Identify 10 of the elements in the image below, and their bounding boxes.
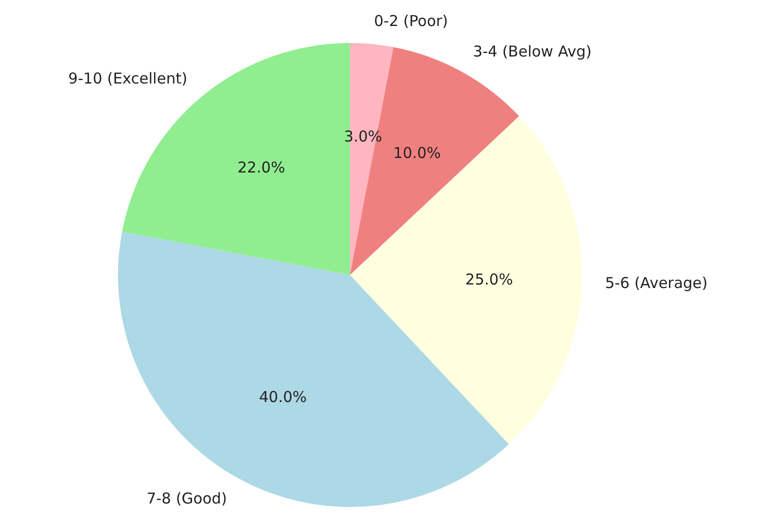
slice-label: 3-4 (Below Avg) [472,42,592,60]
data-label: 40.0% [259,388,307,406]
slice-label: 5-6 (Average) [605,274,708,292]
slice-label: 9-10 (Excellent) [68,69,188,88]
slice-label: 7-8 (Good) [146,490,228,508]
data-label: 10.0% [393,144,441,162]
slice-label: 0-2 (Poor) [374,12,448,30]
data-label: 3.0% [344,127,382,146]
data-label: 25.0% [465,270,513,288]
data-label: 22.0% [237,158,286,177]
